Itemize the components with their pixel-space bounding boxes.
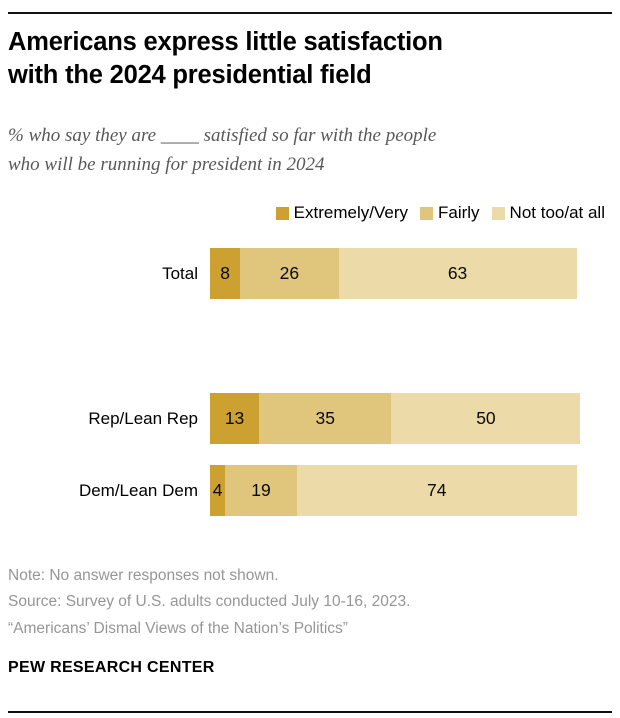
bar-segment-dem-extremely-very: 4 [210,465,226,516]
value-label: 35 [315,408,335,428]
legend-label-fairly: Fairly [437,203,480,222]
bar-segment-rep-not-too: 50 [391,393,581,444]
legend: Extremely/Very Fairly Not too/at all [275,203,605,223]
note-line: Note: No answer responses not shown. [8,567,279,584]
value-label: 26 [279,263,300,283]
legend-swatch-fairly-icon [419,206,433,220]
legend-label-extremely-very: Extremely/Very [293,203,408,222]
brand-footer: PEW RESEARCH CENTER [8,659,215,676]
row-label-dem: Dem/Lean Dem [78,481,198,500]
bar-total: 8 26 63 [210,248,577,299]
bar-segment-total-not-too: 63 [338,248,577,299]
legend-swatch-extremely-very-icon [275,206,289,220]
value-label: 13 [224,408,245,428]
bar-rep: 13 35 50 [210,393,581,444]
bar-row-total: Total 8 26 63 [0,248,620,299]
page-title-line-2: with the 2024 presidential field [8,61,372,89]
legend-item-extremely-very: Extremely/Very [275,203,408,223]
bar-segment-dem-fairly: 19 [225,465,297,516]
bar-segment-rep-fairly: 35 [259,393,392,444]
value-label: 63 [447,263,468,283]
bar-row-rep: Rep/Lean Rep 13 35 50 [0,393,620,444]
bar-segment-total-fairly: 26 [240,248,339,299]
row-label-rep: Rep/Lean Rep [88,409,198,428]
legend-item-fairly: Fairly [419,203,480,223]
legend-item-not-too: Not too/at all [491,203,605,223]
report-title-line: “Americans’ Dismal Views of the Nation’s… [8,619,348,637]
page-title: Americans express little satisfaction wi… [8,26,608,92]
chart-subtitle: % who say they are ____ satisfied so far… [8,121,608,179]
value-label: 74 [427,480,447,500]
top-rule [8,12,612,14]
page-title-line-1: Americans express little satisfaction [8,28,443,56]
bottom-rule [8,711,612,713]
value-label: 50 [476,408,496,428]
chart-subtitle-line-2: who will be running for president in 202… [8,154,325,175]
legend-swatch-not-too-icon [491,206,505,220]
row-label-total: Total [162,264,198,283]
chart-subtitle-line-1: % who say they are ____ satisfied so far… [8,125,437,146]
source-line: Source: Survey of U.S. adults conducted … [8,593,411,611]
value-label: 8 [220,263,230,283]
legend-label-not-too: Not too/at all [509,203,605,222]
bar-dem: 4 19 74 [210,465,577,516]
value-label: 4 [212,480,223,500]
chart-notes: Note: No answer responses not shown. Sou… [8,563,608,642]
bar-segment-dem-not-too: 74 [296,465,577,516]
bar-segment-rep-extremely-very: 13 [210,393,260,444]
bar-row-dem: Dem/Lean Dem 4 19 74 [0,465,620,516]
value-label: 19 [251,480,271,500]
bar-segment-total-extremely-very: 8 [210,248,241,299]
